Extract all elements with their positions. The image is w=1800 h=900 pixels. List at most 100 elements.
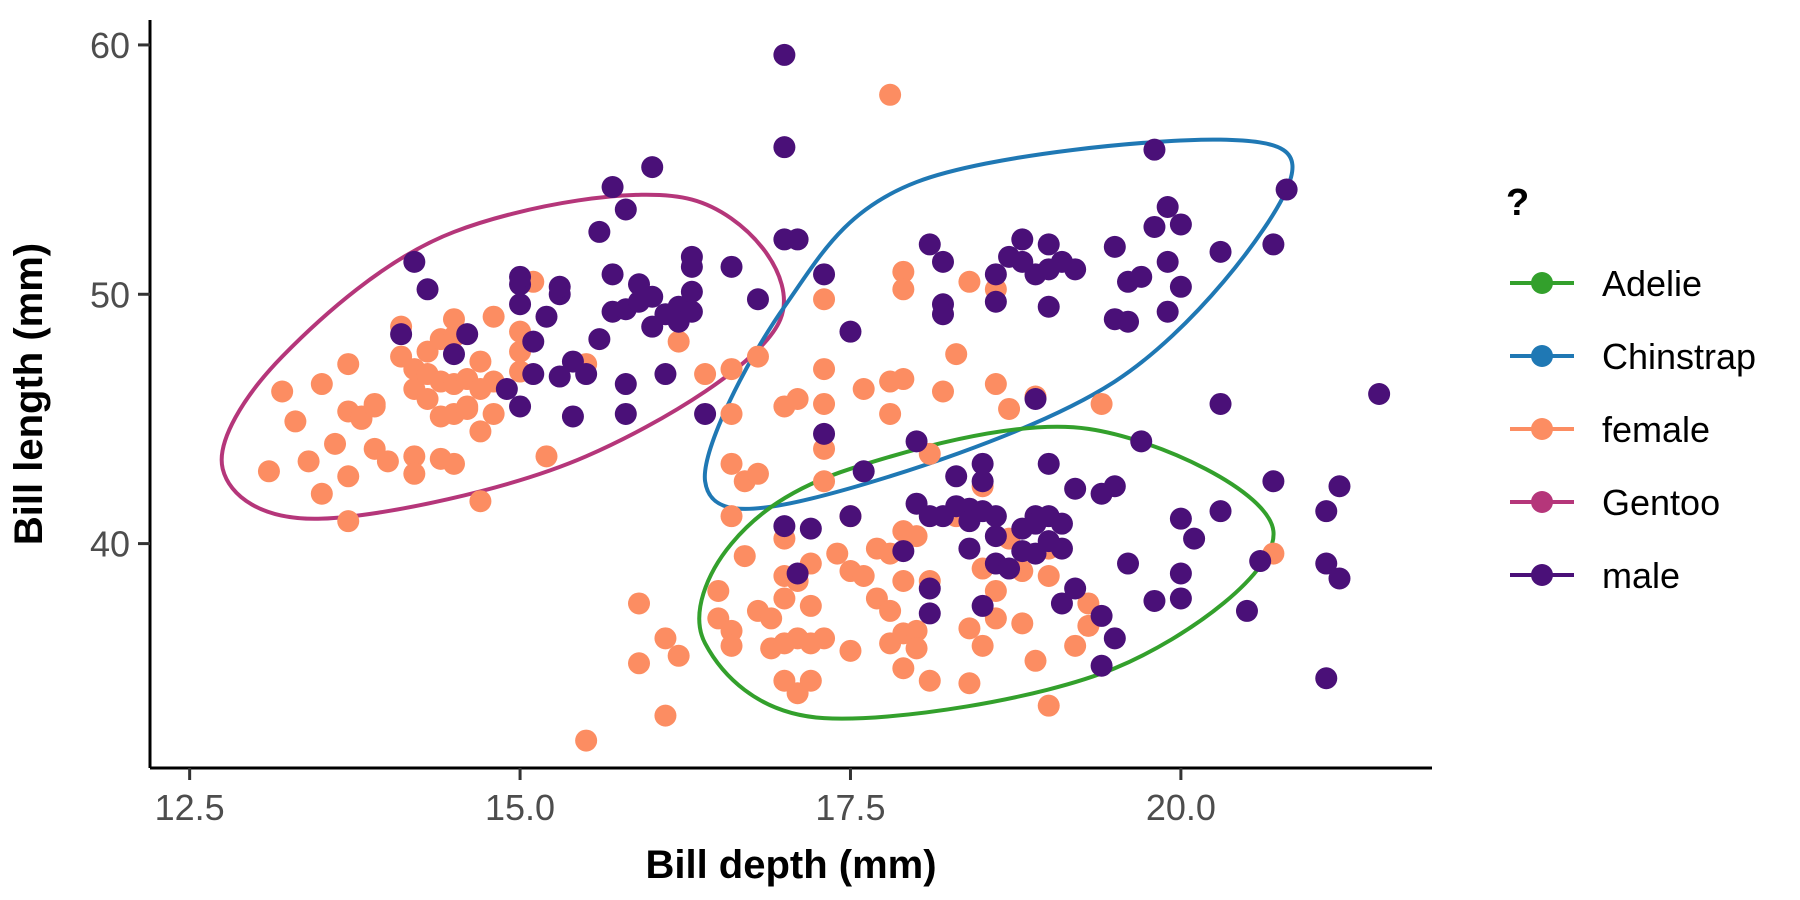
point-female bbox=[442, 308, 465, 331]
x-tick-label: 17.5 bbox=[815, 787, 885, 828]
point-male bbox=[1275, 178, 1298, 201]
point-male bbox=[1183, 527, 1206, 550]
point-male bbox=[575, 363, 598, 386]
point-male bbox=[1064, 258, 1087, 281]
point-female bbox=[654, 704, 677, 727]
point-female bbox=[1037, 694, 1060, 717]
ellipse-chinstrap bbox=[702, 137, 1295, 511]
point-male bbox=[773, 136, 796, 159]
point-male bbox=[1209, 500, 1232, 523]
point-male bbox=[839, 320, 862, 343]
point-male bbox=[799, 517, 822, 540]
point-male bbox=[786, 562, 809, 585]
point-male bbox=[416, 278, 439, 301]
point-female bbox=[337, 353, 360, 376]
x-axis-ticks: 12.5 15.0 17.5 20.0 bbox=[155, 768, 1216, 828]
point-male bbox=[1209, 240, 1232, 263]
point-female bbox=[403, 462, 426, 485]
point-male bbox=[786, 228, 809, 251]
point-female bbox=[892, 278, 915, 301]
x-tick-label: 12.5 bbox=[155, 787, 225, 828]
point-male bbox=[1050, 592, 1073, 615]
point-female bbox=[813, 358, 836, 381]
point-male bbox=[601, 263, 624, 286]
point-female bbox=[667, 330, 690, 353]
point-female bbox=[813, 470, 836, 493]
point-male bbox=[1169, 587, 1192, 610]
point-female bbox=[482, 402, 505, 425]
point-female bbox=[958, 672, 981, 695]
point-female bbox=[813, 288, 836, 311]
point-male bbox=[442, 343, 465, 366]
x-axis-title: Bill depth (mm) bbox=[645, 843, 936, 887]
point-female bbox=[826, 542, 849, 565]
point-male bbox=[998, 557, 1021, 580]
point-male bbox=[773, 515, 796, 538]
point-male bbox=[680, 280, 703, 303]
point-male bbox=[1050, 537, 1073, 560]
point-female bbox=[442, 452, 465, 475]
point-female bbox=[469, 490, 492, 513]
point-female bbox=[324, 432, 347, 455]
point-male bbox=[984, 290, 1007, 313]
point-male bbox=[548, 365, 571, 388]
point-male bbox=[1090, 604, 1113, 627]
point-female bbox=[879, 402, 902, 425]
point-male bbox=[1315, 552, 1338, 575]
point-male bbox=[1262, 470, 1285, 493]
point-female bbox=[958, 270, 981, 293]
point-male bbox=[1235, 599, 1258, 622]
point-male bbox=[694, 402, 717, 425]
point-female bbox=[535, 445, 558, 468]
point-male bbox=[601, 176, 624, 199]
point-male bbox=[614, 402, 637, 425]
point-male bbox=[931, 303, 954, 326]
legend: ? Adelie Chinstrap female Gentoo male bbox=[1506, 182, 1756, 596]
point-female bbox=[628, 592, 651, 615]
point-male bbox=[958, 537, 981, 560]
point-female bbox=[773, 587, 796, 610]
point-female bbox=[1064, 634, 1087, 657]
point-female bbox=[799, 594, 822, 617]
point-male bbox=[1024, 387, 1047, 410]
point-male bbox=[1090, 654, 1113, 677]
point-male bbox=[1117, 310, 1140, 333]
point-male bbox=[1209, 392, 1232, 415]
point-male bbox=[680, 300, 703, 323]
point-female bbox=[416, 387, 439, 410]
point-male bbox=[403, 250, 426, 273]
point-female bbox=[852, 378, 875, 401]
point-male bbox=[680, 255, 703, 278]
point-male bbox=[1011, 228, 1034, 251]
point-male bbox=[1156, 196, 1179, 218]
point-female bbox=[720, 452, 743, 475]
point-male bbox=[945, 465, 968, 488]
ellipse-layer bbox=[219, 137, 1295, 721]
point-male bbox=[1103, 627, 1126, 650]
point-female bbox=[707, 579, 730, 602]
point-female bbox=[905, 525, 928, 548]
point-female bbox=[257, 460, 280, 483]
point-female bbox=[337, 465, 360, 488]
legend-item-chinstrap: Chinstrap bbox=[1510, 336, 1756, 377]
point-male bbox=[641, 285, 664, 308]
point-male bbox=[1143, 215, 1166, 238]
point-male bbox=[1037, 452, 1060, 475]
point-male bbox=[773, 43, 796, 66]
point-male bbox=[654, 363, 677, 386]
point-female bbox=[456, 395, 479, 418]
point-male bbox=[1103, 475, 1126, 498]
point-male bbox=[1050, 512, 1073, 535]
point-female bbox=[879, 83, 902, 106]
point-male bbox=[918, 602, 941, 625]
point-female bbox=[694, 363, 717, 386]
point-male bbox=[1328, 567, 1351, 590]
legend-item-female: female bbox=[1510, 409, 1710, 450]
point-male bbox=[1249, 550, 1272, 573]
point-male bbox=[509, 293, 532, 316]
point-male bbox=[1156, 250, 1179, 273]
point-male bbox=[813, 422, 836, 445]
point-female bbox=[945, 343, 968, 366]
point-male bbox=[1368, 383, 1391, 405]
point-male bbox=[984, 525, 1007, 548]
